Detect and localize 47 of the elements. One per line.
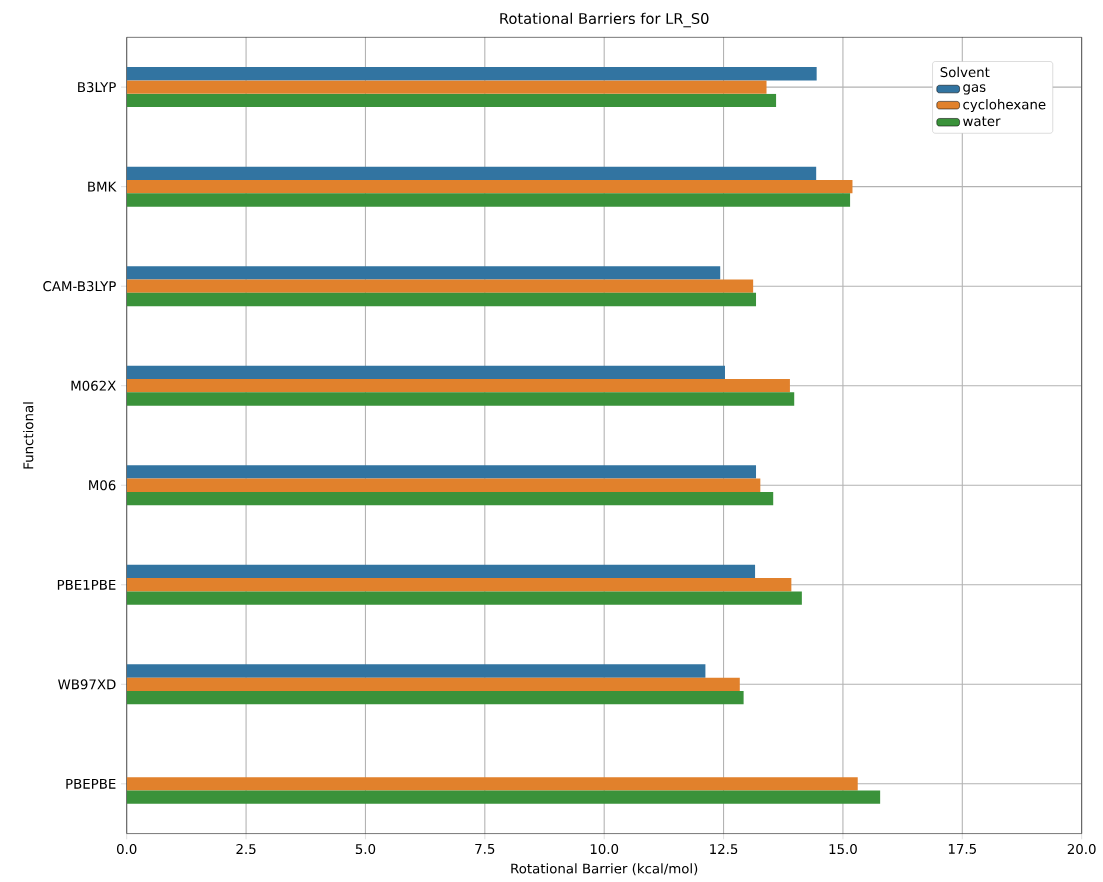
x-tick-label: 15.0	[829, 844, 857, 855]
legend-label: gas	[963, 84, 986, 95]
x-tick-label: 0.0	[116, 844, 137, 855]
bar	[126, 279, 754, 294]
bar	[126, 591, 802, 605]
bar	[126, 392, 795, 406]
bar	[126, 166, 817, 181]
x-tick-label: 10.0	[590, 844, 619, 855]
x-tick-label: 17.5	[948, 844, 976, 855]
y-tick-label: WB97XD	[58, 679, 116, 690]
legend-label: water	[963, 116, 1001, 127]
bar	[126, 379, 790, 393]
x-tick-label: 5.0	[355, 844, 376, 855]
y-tick-label: M06	[89, 480, 116, 491]
x-tick-label: 2.5	[236, 844, 256, 855]
bar	[126, 266, 721, 280]
bar	[126, 465, 757, 479]
y-tick-label: BMK	[88, 181, 117, 192]
bar	[126, 691, 744, 705]
legend-title: Solvent	[940, 67, 990, 78]
bar	[126, 93, 777, 108]
bar	[126, 677, 740, 692]
y-tick-label: PBE1PBE	[57, 580, 116, 590]
bar	[126, 564, 756, 579]
bar	[126, 67, 817, 81]
bar	[126, 293, 757, 307]
bar	[126, 80, 767, 94]
y-tick-label: B3LYP	[78, 82, 116, 93]
bar	[126, 180, 853, 194]
y-tick-label: PBEPBE	[66, 779, 116, 789]
y-axis-title: Functional	[23, 402, 34, 469]
x-axis-title: Rotational Barrier (kcal/mol)	[511, 863, 698, 876]
bar	[126, 777, 858, 791]
x-tick-label: 7.5	[475, 844, 495, 855]
bar	[126, 578, 792, 592]
bar	[126, 478, 761, 493]
bar	[126, 365, 725, 380]
legend-label: cyclohexane	[963, 99, 1046, 113]
y-tick-label: M062X	[71, 380, 116, 391]
bar	[126, 664, 706, 678]
bar	[126, 193, 851, 207]
x-tick-label: 12.5	[710, 844, 738, 855]
y-tick-label: CAM-B3LYP	[43, 281, 116, 292]
bar	[126, 492, 774, 506]
bar	[126, 790, 881, 805]
chart-title: Rotational Barriers for LR_S0	[500, 12, 709, 28]
x-tick-label: 20.0	[1067, 844, 1096, 855]
